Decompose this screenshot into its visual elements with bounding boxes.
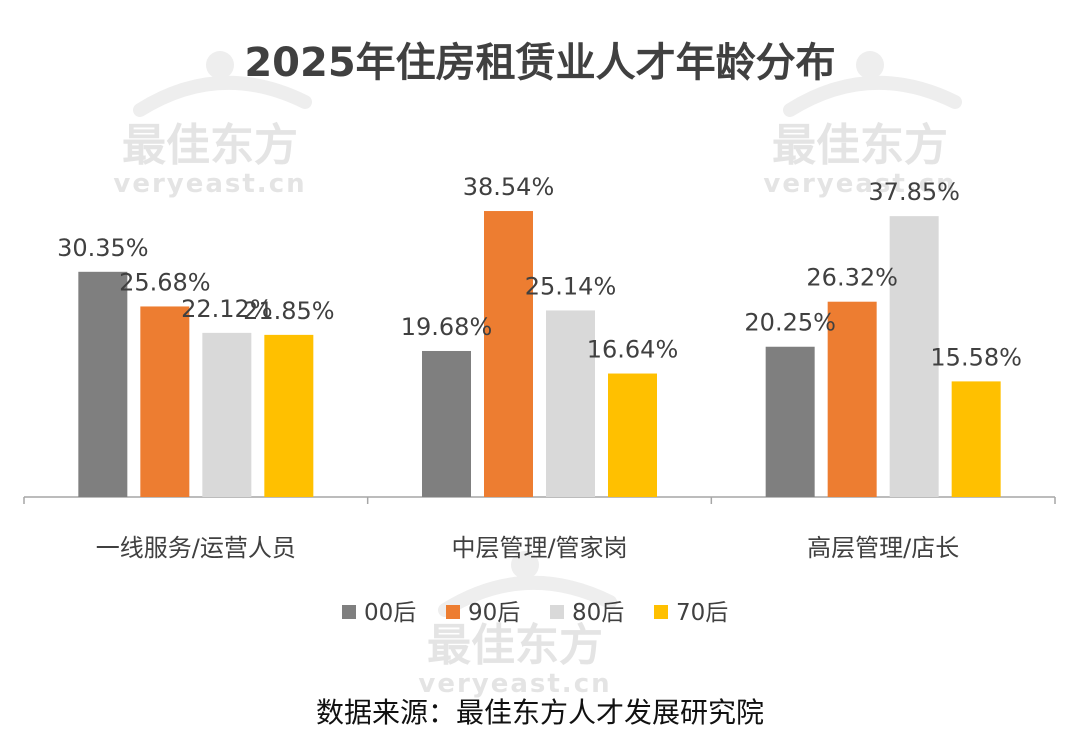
legend-label: 80后 <box>572 600 624 626</box>
watermark-arc <box>438 575 617 617</box>
bar <box>422 350 471 497</box>
bar <box>765 346 815 497</box>
watermark-url: veryeast.cn <box>418 669 611 699</box>
watermark-url: veryeast.cn <box>113 169 306 199</box>
watermark-arc <box>133 75 312 117</box>
bar <box>78 271 128 497</box>
bar <box>264 334 314 497</box>
legend: 00后 90后 80后 70后 <box>342 600 728 626</box>
legend-label: 70后 <box>676 600 728 626</box>
bars <box>78 211 1001 497</box>
category-label: 高层管理/店长 <box>807 534 959 562</box>
legend-swatch <box>446 605 460 619</box>
legend-swatch <box>342 605 356 619</box>
watermark-arc <box>783 75 962 117</box>
watermark-dot <box>856 51 884 79</box>
data-label: 25.14% <box>525 272 617 300</box>
watermark-text: 最佳东方 <box>772 120 948 171</box>
bar <box>140 306 190 497</box>
data-label: 25.68% <box>119 268 211 296</box>
watermark-dot <box>511 551 539 579</box>
bar <box>827 301 877 497</box>
value-labels: 30.35% 25.68%22.12%21.85% 19.68% 38.54% 25.1… <box>57 173 1022 371</box>
legend-swatch <box>550 605 564 619</box>
data-label: 37.85% <box>868 178 960 206</box>
category-label: 一线服务/运营人员 <box>96 534 296 562</box>
data-label: 22.12% <box>181 295 273 323</box>
watermark-dot <box>206 51 234 79</box>
legend-swatch <box>654 605 668 619</box>
data-label: 30.35% <box>57 234 149 262</box>
chart-title: 2025年住房租赁业人才年龄分布 <box>244 40 835 86</box>
data-label: 26.32% <box>806 264 898 292</box>
bar <box>484 211 533 497</box>
watermark-text: 最佳东方 <box>427 620 603 671</box>
source-note: 数据来源：最佳东方人才发展研究院 <box>316 696 764 729</box>
watermark-text: 最佳东方 <box>122 120 298 171</box>
watermark-url: veryeast.cn <box>763 169 956 199</box>
legend-label: 90后 <box>468 600 520 626</box>
bar <box>202 332 252 497</box>
data-label: 38.54% <box>463 173 555 201</box>
legend-label: 00后 <box>364 600 416 626</box>
legend-item: 80后 <box>550 600 624 626</box>
data-label: 16.64% <box>587 336 679 364</box>
watermarks: 最佳东方veryeast.cn最佳东方veryeast.cn最佳东方veryea… <box>113 51 962 699</box>
data-label: 20.25% <box>744 309 836 337</box>
data-label: 15.58% <box>930 343 1022 371</box>
bar <box>546 310 595 497</box>
legend-item: 00后 <box>342 600 416 626</box>
legend-item: 90后 <box>446 600 520 626</box>
bar <box>951 381 1001 497</box>
data-label: 21.85% <box>243 297 335 325</box>
bar <box>608 373 657 497</box>
data-label: 19.68% <box>401 313 493 341</box>
category-label: 中层管理/管家岗 <box>451 534 627 562</box>
bar <box>889 216 939 497</box>
x-axis <box>23 496 1056 504</box>
legend-item: 70后 <box>654 600 728 626</box>
category-labels: 一线服务/运营人员 中层管理/管家岗 高层管理/店长 <box>96 534 959 562</box>
